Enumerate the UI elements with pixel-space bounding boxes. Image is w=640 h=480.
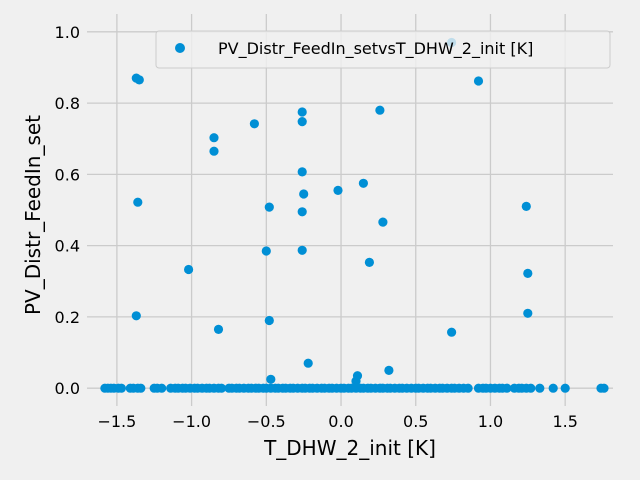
data-point	[209, 133, 219, 143]
data-points	[100, 37, 609, 393]
legend: PV_Distr_FeedIn_setvsT_DHW_2_init [K]	[155, 30, 611, 69]
data-point	[297, 167, 307, 177]
x-axis-label: T_DHW_2_init [K]	[263, 436, 436, 460]
legend-box	[155, 30, 611, 69]
data-point	[333, 185, 343, 195]
y-tick-label: 0.2	[55, 308, 80, 327]
data-point	[378, 217, 388, 227]
x-tick-label: −1.0	[172, 412, 211, 431]
data-point	[136, 383, 146, 393]
x-tick-label: −0.5	[247, 412, 286, 431]
data-point	[216, 383, 227, 393]
data-point	[463, 383, 473, 393]
data-point	[299, 189, 309, 199]
data-point	[133, 197, 143, 207]
data-point	[384, 365, 394, 375]
data-point	[535, 383, 545, 393]
legend-marker	[175, 43, 185, 53]
x-tick-label: 1.0	[478, 412, 503, 431]
data-point	[213, 324, 224, 334]
data-point	[134, 75, 144, 85]
data-point	[131, 311, 141, 321]
y-tick-label: 0.8	[55, 94, 80, 113]
data-point	[266, 374, 276, 384]
x-tick-label: 0.5	[403, 412, 428, 431]
tick-labels: −1.5 −1.0 −0.5 0.0 0.5 1.0 1.5 0.0 0.2 0.4 0.6 0.8 1…	[55, 23, 578, 431]
x-tick-label: 1.5	[552, 412, 577, 431]
y-tick-label: 0.0	[55, 379, 80, 398]
data-point	[521, 201, 531, 211]
data-point	[116, 383, 126, 393]
grid	[87, 14, 613, 406]
data-point	[303, 358, 313, 368]
y-tick-label: 0.6	[55, 165, 80, 184]
data-point	[375, 105, 385, 115]
data-point	[264, 202, 274, 212]
legend-entry-label: PV_Distr_FeedIn_setvsT_DHW_2_init [K]	[218, 39, 533, 59]
data-point	[526, 383, 536, 393]
data-point	[352, 371, 363, 381]
data-point	[297, 207, 307, 217]
data-point	[261, 246, 271, 256]
y-tick-label: 1.0	[55, 23, 80, 42]
data-point	[523, 308, 533, 318]
data-point	[364, 257, 374, 267]
data-point	[473, 76, 484, 86]
data-point	[447, 327, 457, 337]
data-point	[249, 119, 259, 129]
data-point	[523, 268, 533, 278]
data-point	[157, 383, 167, 393]
data-point	[184, 264, 194, 275]
data-point	[560, 383, 570, 393]
data-point	[599, 383, 609, 393]
data-point	[297, 245, 307, 255]
data-point	[264, 315, 274, 326]
y-axis-label: PV_Distr_FeedIn_set	[21, 115, 45, 315]
data-point	[297, 107, 307, 117]
data-point	[502, 383, 512, 393]
data-point	[548, 383, 558, 393]
data-point	[358, 178, 368, 188]
x-tick-label: 0.0	[328, 412, 353, 431]
x-tick-label: −1.5	[97, 412, 136, 431]
data-point	[297, 117, 307, 127]
data-point	[209, 146, 219, 156]
y-tick-label: 0.4	[55, 237, 80, 256]
